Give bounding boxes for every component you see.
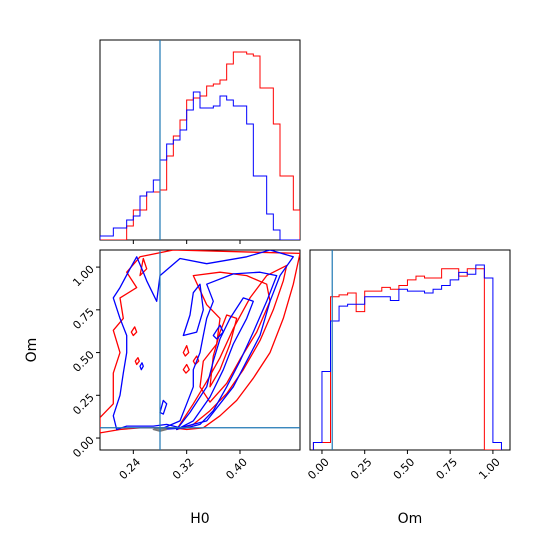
red-contour-8 xyxy=(192,355,200,366)
red-contour-0 xyxy=(100,250,300,434)
om-x-tick-label-1: 0.25 xyxy=(348,456,375,483)
h0-hist-frame xyxy=(99,39,301,241)
om-y-tick-label-3: 0.75 xyxy=(70,305,97,332)
blue-contour-1 xyxy=(159,271,278,431)
x-axis-label-om: Om xyxy=(398,511,423,527)
h0-hist-blue xyxy=(100,91,300,240)
om-y-tick-label-4: 1.00 xyxy=(70,263,97,290)
y-axis-label-om: Om xyxy=(24,338,40,363)
h0-hist-red xyxy=(100,51,300,240)
om-y-tick-label-1: 0.25 xyxy=(70,391,97,418)
scatter-frame xyxy=(99,249,301,451)
om-x-tick-label-2: 0.50 xyxy=(391,456,418,483)
blue-contour-4 xyxy=(212,324,224,340)
h0-tick-label-2: 0.40 xyxy=(223,456,250,483)
om-hist-blue xyxy=(312,264,502,450)
blue-contour-0 xyxy=(112,250,294,431)
h0-histogram xyxy=(100,40,300,240)
h0-om-contours xyxy=(100,250,300,450)
om-x-tick-label-0: 0.00 xyxy=(305,456,332,483)
h0-tick-label-1: 0.32 xyxy=(170,456,197,483)
om-y-tick-label-0: 0.00 xyxy=(70,434,97,461)
red-contour-6 xyxy=(134,357,140,366)
red-contour-5 xyxy=(130,326,138,337)
om-y-tick-label-2: 0.50 xyxy=(70,348,97,375)
h0-tick-label-0: 0.24 xyxy=(117,456,144,483)
om-histogram xyxy=(312,250,502,450)
red-contour-7 xyxy=(182,345,190,357)
om-hist-red xyxy=(312,268,502,450)
blue-contour-2 xyxy=(176,297,254,431)
x-axis-label-h0: H0 xyxy=(190,511,209,527)
om-x-tick-label-3: 0.75 xyxy=(434,456,461,483)
axes-layer xyxy=(99,39,511,451)
blue-contour-6 xyxy=(139,362,144,371)
om-hist-frame xyxy=(309,249,511,451)
red-contour-9 xyxy=(182,363,190,374)
plot-layer xyxy=(100,40,502,450)
om-x-tick-label-4: 1.00 xyxy=(476,456,503,483)
blue-contour-3 xyxy=(182,283,204,337)
blue-contour-5 xyxy=(159,399,168,415)
